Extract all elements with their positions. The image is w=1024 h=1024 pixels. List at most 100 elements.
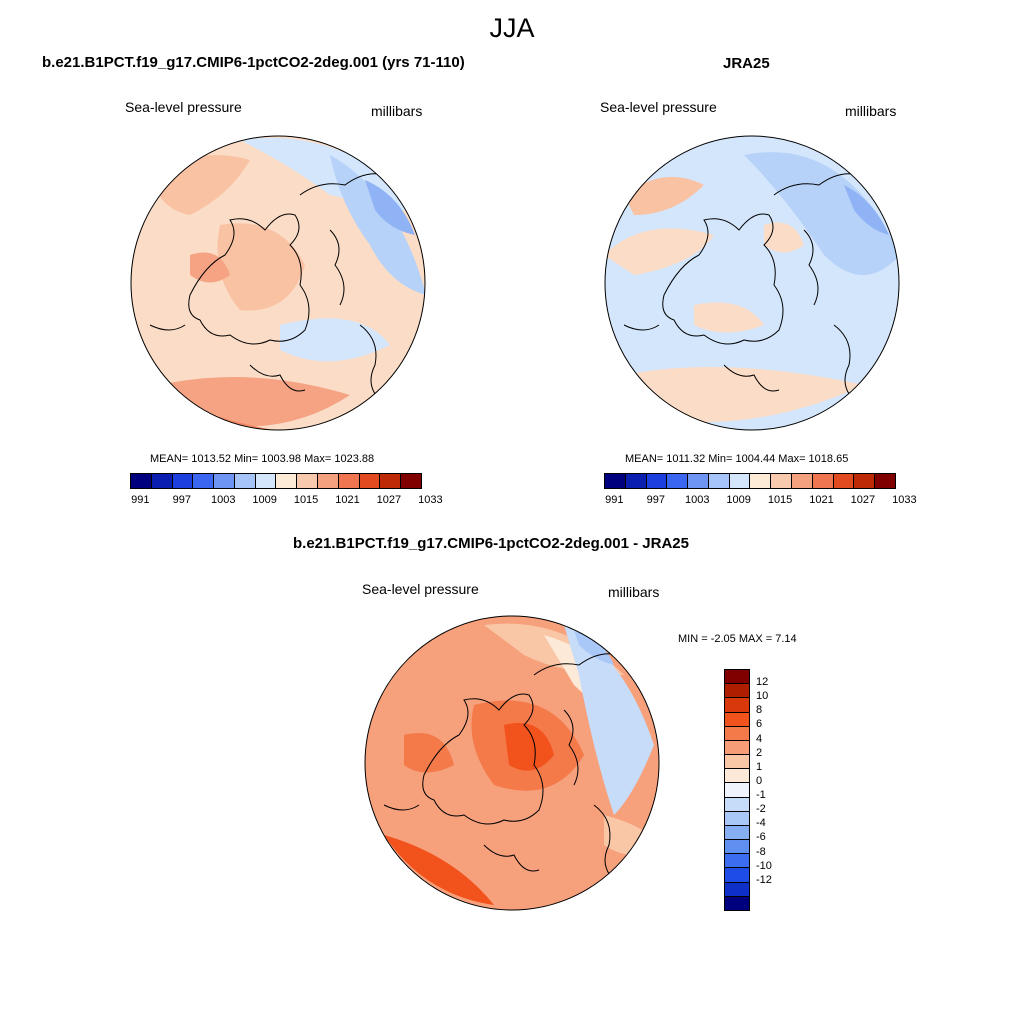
colorbar-swatch bbox=[151, 474, 173, 488]
colorbar-swatch bbox=[297, 474, 319, 488]
obs-variable-label: Sea-level pressure bbox=[600, 99, 717, 115]
colorbar-swatch bbox=[833, 474, 855, 488]
model-variable-label: Sea-level pressure bbox=[125, 99, 242, 115]
colorbar-swatch bbox=[750, 474, 772, 488]
colorbar-swatch bbox=[193, 474, 215, 488]
obs-colorbar-ticks: 991 997 1003 1009 1015 1021 1027 1033 bbox=[604, 494, 916, 508]
colorbar-swatch bbox=[380, 474, 402, 488]
diff-units-label: millibars bbox=[608, 584, 660, 600]
contour-region bbox=[844, 185, 889, 235]
colorbar-tick-label: -6 bbox=[756, 831, 766, 844]
contour-region bbox=[744, 152, 899, 275]
contour-region bbox=[605, 228, 714, 275]
coastline bbox=[662, 213, 784, 345]
colorbar-tick-label: 8 bbox=[756, 704, 763, 717]
colorbar-swatch bbox=[725, 840, 749, 855]
colorbar-swatch bbox=[729, 474, 751, 488]
colorbar-swatch bbox=[667, 474, 689, 488]
coastline bbox=[149, 324, 186, 331]
colorbar-tick-label: 10 bbox=[756, 690, 769, 703]
colorbar-tick-label: 997 bbox=[646, 494, 665, 506]
season-title: JJA bbox=[489, 13, 535, 43]
contour-region bbox=[624, 177, 704, 215]
colorbar-swatch bbox=[725, 868, 749, 883]
coastline bbox=[188, 213, 310, 345]
model-colorbar-ticks: 991 997 1003 1009 1015 1021 1027 1033 bbox=[130, 494, 442, 508]
colorbar-tick-label: 1021 bbox=[809, 494, 834, 506]
coastline bbox=[773, 173, 860, 196]
colorbar-swatch bbox=[172, 474, 194, 488]
coastline bbox=[803, 229, 819, 306]
colorbar-tick-label: 12 bbox=[756, 676, 769, 689]
colorbar-swatch bbox=[725, 783, 749, 798]
colorbar-swatch bbox=[725, 698, 749, 713]
colorbar-swatch bbox=[276, 474, 298, 488]
contour-region bbox=[694, 302, 764, 333]
colorbar-tick-label: -1 bbox=[756, 789, 766, 802]
colorbar-tick-label: 1015 bbox=[767, 494, 793, 506]
colorbar-swatch bbox=[771, 474, 793, 488]
model-panel-title: b.e21.B1PCT.f19_g17.CMIP6-1pctCO2-2deg.0… bbox=[42, 54, 465, 71]
colorbar-swatch bbox=[725, 670, 749, 685]
coastline bbox=[422, 693, 544, 825]
colorbar-tick-label: 1027 bbox=[376, 494, 402, 506]
colorbar-tick-label: 1 bbox=[756, 760, 763, 773]
coastline bbox=[249, 364, 306, 392]
colorbar-tick-label: 1021 bbox=[335, 494, 360, 506]
colorbar-tick-label: 1015 bbox=[293, 494, 319, 506]
contour-region bbox=[404, 733, 454, 773]
coastline bbox=[623, 324, 660, 331]
colorbar-tick-label: -4 bbox=[756, 817, 766, 830]
colorbar-tick-label: -10 bbox=[756, 859, 772, 872]
colorbar-tick-label: -2 bbox=[756, 803, 766, 816]
colorbar-tick-label: 1003 bbox=[684, 494, 710, 506]
coastline bbox=[383, 804, 420, 811]
colorbar-tick-label: 991 bbox=[605, 494, 624, 506]
model-colorbar bbox=[130, 473, 422, 489]
colorbar-swatch bbox=[234, 474, 256, 488]
coastline bbox=[563, 709, 579, 786]
coastline bbox=[723, 364, 780, 392]
diff-colorbar bbox=[724, 669, 750, 911]
colorbar-swatch bbox=[646, 474, 668, 488]
colorbar-tick-label: 1033 bbox=[418, 494, 443, 506]
colorbar-swatch bbox=[725, 825, 749, 841]
map-boundary-circle bbox=[130, 135, 426, 431]
colorbar-swatch bbox=[875, 474, 895, 488]
colorbar-tick-label: 997 bbox=[172, 494, 191, 506]
contour-region bbox=[330, 155, 425, 295]
coastline bbox=[483, 844, 540, 872]
colorbar-swatch bbox=[725, 684, 749, 699]
map-boundary-circle bbox=[364, 615, 660, 911]
colorbar-swatch bbox=[401, 474, 421, 488]
colorbar-swatch bbox=[725, 854, 749, 869]
colorbar-tick-label: -12 bbox=[756, 873, 772, 886]
coastline bbox=[833, 324, 855, 401]
colorbar-swatch bbox=[725, 882, 749, 897]
contour-region bbox=[280, 318, 390, 362]
colorbar-swatch bbox=[725, 755, 749, 770]
coastline bbox=[329, 229, 345, 306]
colorbar-tick-label: 991 bbox=[131, 494, 150, 506]
colorbar-swatch bbox=[318, 474, 339, 488]
colorbar-swatch bbox=[725, 740, 749, 756]
colorbar-swatch bbox=[792, 474, 813, 488]
diff-stats: MIN = -2.05 MAX = 7.14 bbox=[678, 633, 797, 645]
colorbar-tick-label: 4 bbox=[756, 732, 763, 745]
colorbar-swatch bbox=[854, 474, 876, 488]
colorbar-tick-label: 0 bbox=[756, 774, 763, 787]
contour-region bbox=[190, 252, 230, 283]
colorbar-swatch bbox=[338, 474, 360, 488]
colorbar-tick-label: 2 bbox=[756, 746, 763, 759]
obs-colorbar bbox=[604, 473, 896, 489]
model-polar-map bbox=[130, 135, 426, 431]
colorbar-swatch bbox=[725, 769, 749, 784]
contour-region bbox=[564, 625, 654, 815]
colorbar-tick-label: -8 bbox=[756, 845, 766, 858]
colorbar-tick-label: 1009 bbox=[726, 494, 751, 506]
contour-region bbox=[384, 835, 494, 905]
contour-region bbox=[764, 222, 804, 253]
colorbar-swatch bbox=[688, 474, 709, 488]
coastline bbox=[533, 653, 620, 676]
obs-stats: MEAN= 1011.32 Min= 1004.44 Max= 1018.65 bbox=[625, 453, 849, 465]
